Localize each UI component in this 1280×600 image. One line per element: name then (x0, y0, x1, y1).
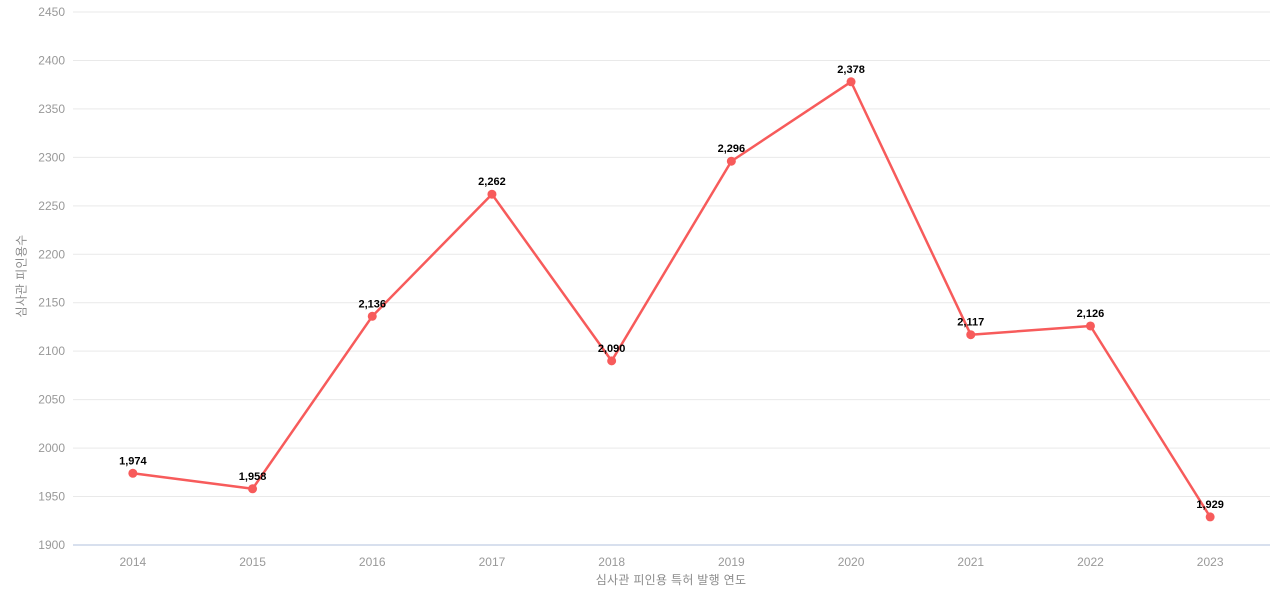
x-tick-label: 2022 (1077, 555, 1104, 569)
data-point-label: 2,262 (478, 176, 506, 188)
y-tick-label: 1900 (38, 538, 65, 552)
x-tick-label: 2018 (598, 555, 625, 569)
data-point[interactable] (367, 311, 377, 321)
y-tick-label: 2400 (38, 53, 65, 67)
data-point[interactable] (128, 468, 138, 478)
x-tick-label: 2019 (718, 555, 745, 569)
data-point-label: 2,117 (957, 317, 984, 329)
x-tick-label: 2020 (838, 555, 865, 569)
y-tick-label: 2250 (38, 199, 65, 213)
x-tick-label: 2015 (239, 555, 266, 569)
x-tick-label: 2017 (479, 555, 506, 569)
data-point-label: 2,126 (1077, 308, 1105, 320)
x-tick-label: 2014 (119, 555, 146, 569)
y-tick-label: 2100 (38, 344, 65, 358)
data-point-label: 2,378 (837, 64, 865, 76)
y-tick-label: 2150 (38, 296, 65, 310)
y-tick-label: 2300 (38, 150, 65, 164)
data-point[interactable] (846, 77, 856, 87)
data-point[interactable] (1085, 321, 1095, 331)
data-point-label: 1,958 (239, 471, 267, 483)
series-line (131, 80, 1212, 519)
y-tick-label: 2350 (38, 102, 65, 116)
data-point[interactable] (1205, 512, 1215, 522)
y-tick-label: 2450 (38, 5, 65, 19)
data-point[interactable] (607, 356, 617, 366)
y-axis-title: 심사관 피인용수 (14, 234, 29, 318)
data-point[interactable] (726, 156, 736, 166)
data-point-label: 2,136 (358, 298, 386, 310)
data-point[interactable] (487, 189, 497, 199)
data-point[interactable] (966, 330, 976, 340)
y-tick-label: 2050 (38, 393, 65, 407)
x-tick-label: 2023 (1197, 555, 1224, 569)
data-point-label: 1,974 (119, 455, 147, 467)
y-tick-label: 2200 (38, 247, 65, 261)
y-tick-label: 2000 (38, 441, 65, 455)
x-tick-label: 2016 (359, 555, 386, 569)
data-point-label: 2,296 (718, 143, 746, 155)
data-point-label: 1,929 (1196, 499, 1224, 511)
data-point[interactable] (248, 484, 258, 494)
y-tick-label: 1950 (38, 490, 65, 504)
data-point-label: 2,090 (598, 343, 626, 355)
x-tick-label: 2021 (957, 555, 984, 569)
x-axis-title: 심사관 피인용 특허 발행 연도 (595, 573, 747, 587)
